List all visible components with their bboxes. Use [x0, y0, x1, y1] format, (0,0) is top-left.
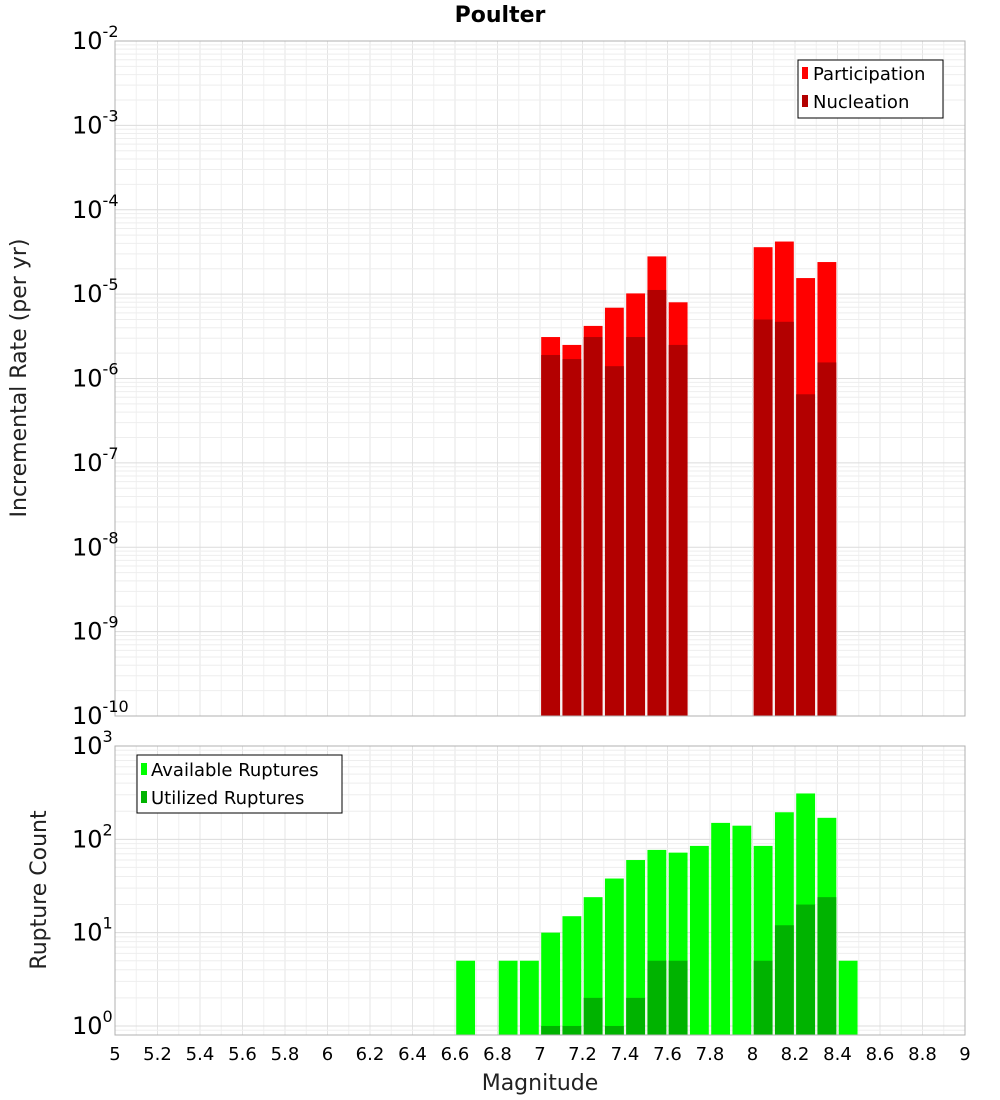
bottom-legend-box — [136, 754, 343, 814]
x-tick-label: 6 — [322, 1044, 333, 1065]
x-tick-label: 8.4 — [823, 1044, 852, 1065]
top-y-tick-label: 10-10 — [72, 697, 129, 730]
legend-label-available: Available Ruptures — [151, 760, 319, 781]
x-tick-label: 6.4 — [398, 1044, 427, 1065]
bottom-y-tick-label: 103 — [72, 727, 113, 760]
x-tick-label: 9 — [959, 1044, 970, 1065]
bottom-panel: 100 101 102 103 5 5.2 5.4 5.6 5.8 6 6.2 6.4 6.6 6.8 7… — [27, 727, 971, 1096]
top-bar-nucleation — [817, 362, 837, 716]
top-y-tick-label: 10-2 — [72, 22, 119, 55]
bottom-bar-available-ruptures — [838, 960, 858, 1035]
bottom-bar-available-ruptures — [541, 932, 561, 1035]
bottom-bar-available-ruptures — [626, 860, 646, 1035]
top-bar-nucleation — [774, 321, 794, 716]
top-bar-nucleation — [583, 337, 603, 716]
bottom-bar-utilized-ruptures — [541, 1025, 561, 1035]
bottom-y-tick-label: 101 — [72, 914, 113, 947]
x-tick-label: 7.8 — [696, 1044, 725, 1065]
top-y-tick-label: 10-4 — [72, 191, 119, 224]
bottom-bar-utilized-ruptures — [817, 897, 837, 1035]
x-tick-label: 8 — [747, 1044, 758, 1065]
bottom-bar-utilized-ruptures — [796, 904, 816, 1035]
x-tick-label: 6.6 — [441, 1044, 470, 1065]
x-tick-label: 7.2 — [568, 1044, 597, 1065]
bottom-bar-utilized-ruptures — [774, 925, 794, 1035]
legend-swatch-nucleation — [802, 95, 808, 107]
legend-swatch-utilized — [141, 791, 147, 803]
bottom-bar-utilized-ruptures — [583, 997, 603, 1035]
bottom-plot-border — [114, 745, 966, 1036]
x-tick-label: 6.2 — [356, 1044, 385, 1065]
top-bar-nucleation — [541, 354, 561, 716]
legend-swatch-participation — [802, 67, 808, 79]
x-tick-label: 5.2 — [143, 1044, 172, 1065]
top-legend-box — [797, 59, 944, 119]
x-tick-label: 8.2 — [781, 1044, 810, 1065]
x-ticks: 5 5.2 5.4 5.6 5.8 6 6.2 6.4 6.6 6.8 7 7.2 7.4 7.6 7.8 8… — [109, 1044, 970, 1065]
bottom-bar-utilized-ruptures — [753, 960, 773, 1035]
top-panel: 10-10 10-9 10-8 10-7 10-6 10-5 10-4 10-3 10-2 In… — [7, 22, 966, 730]
top-bar-nucleation — [647, 289, 667, 716]
bottom-bars — [456, 793, 858, 1035]
legend-label-participation: Participation — [813, 64, 925, 85]
x-tick-label: 6.8 — [483, 1044, 512, 1065]
top-bar-nucleation — [562, 359, 582, 716]
top-bar-nucleation — [668, 344, 688, 716]
bottom-bar-utilized-ruptures — [562, 1025, 582, 1035]
bottom-bar-available-ruptures — [456, 960, 476, 1035]
bottom-bar-available-ruptures — [519, 960, 539, 1035]
top-gridlines — [115, 41, 965, 716]
bottom-bar-utilized-ruptures — [626, 997, 646, 1035]
bottom-bar-available-ruptures — [689, 845, 709, 1035]
bottom-bar-utilized-ruptures — [604, 1025, 624, 1035]
top-bar-nucleation — [604, 366, 624, 716]
bottom-bar-available-ruptures — [732, 825, 752, 1035]
top-bar-nucleation — [626, 337, 646, 716]
top-y-tick-label: 10-6 — [72, 360, 119, 393]
bottom-bar-available-ruptures — [711, 822, 731, 1035]
top-bars — [541, 241, 837, 717]
x-tick-label: 5.4 — [186, 1044, 215, 1065]
legend-label-nucleation: Nucleation — [813, 92, 909, 113]
bottom-bar-available-ruptures — [498, 960, 518, 1035]
legend-label-utilized: Utilized Ruptures — [151, 788, 304, 809]
x-tick-label: 7.6 — [653, 1044, 682, 1065]
x-tick-label: 5.8 — [271, 1044, 300, 1065]
bottom-y-tick-label: 102 — [72, 820, 113, 853]
top-y-ticks: 10-10 10-9 10-8 10-7 10-6 10-5 10-4 10-3 10-2 — [72, 22, 129, 730]
x-tick-label: 5 — [109, 1044, 120, 1065]
bottom-legend: Available Ruptures Utilized Ruptures — [136, 754, 343, 814]
bottom-bar-utilized-ruptures — [668, 960, 688, 1035]
x-tick-label: 8.8 — [908, 1044, 937, 1065]
top-y-tick-label: 10-3 — [72, 106, 119, 139]
top-y-tick-label: 10-8 — [72, 528, 119, 561]
chart-title: Poulter — [455, 3, 546, 28]
bottom-y-ticks: 100 101 102 103 — [72, 727, 113, 1040]
x-axis-label: Magnitude — [482, 1071, 599, 1096]
top-y-tick-label: 10-9 — [72, 613, 119, 646]
top-y-axis-label: Incremental Rate (per yr) — [7, 239, 32, 518]
bottom-bar-available-ruptures — [562, 916, 582, 1035]
x-tick-label: 7 — [534, 1044, 545, 1065]
top-plot-border — [114, 40, 966, 717]
x-tick-label: 7.4 — [611, 1044, 640, 1065]
top-bar-nucleation — [796, 394, 816, 716]
top-y-tick-label: 10-5 — [72, 275, 119, 308]
bottom-y-tick-label: 100 — [72, 1007, 113, 1040]
legend-swatch-available — [141, 763, 147, 775]
x-tick-label: 8.6 — [866, 1044, 895, 1065]
bottom-y-axis-label: Rupture Count — [27, 810, 52, 970]
bottom-bar-available-ruptures — [604, 878, 624, 1035]
bottom-bar-utilized-ruptures — [647, 960, 667, 1035]
top-bar-nucleation — [753, 319, 773, 716]
top-y-tick-label: 10-7 — [72, 444, 119, 477]
x-tick-label: 5.6 — [228, 1044, 257, 1065]
top-legend: Participation Nucleation — [797, 59, 944, 119]
